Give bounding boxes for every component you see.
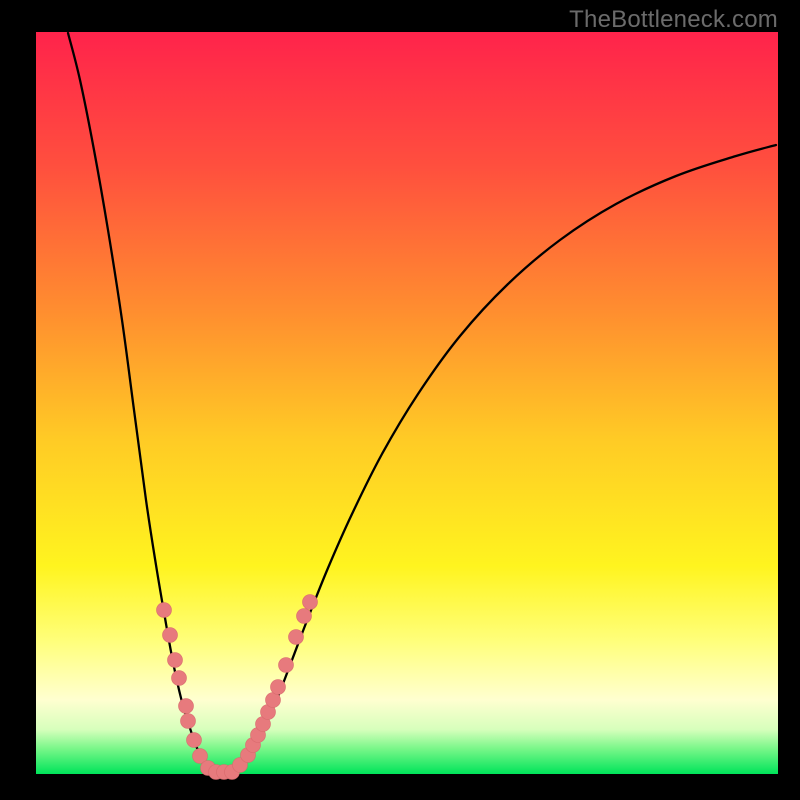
bottleneck-chart-svg — [0, 0, 800, 800]
data-marker — [157, 603, 172, 618]
plot-background — [36, 32, 778, 774]
data-marker — [303, 595, 318, 610]
data-marker — [172, 671, 187, 686]
data-marker — [187, 733, 202, 748]
data-marker — [179, 699, 194, 714]
chart-canvas: TheBottleneck.com — [0, 0, 800, 800]
data-marker — [289, 630, 304, 645]
data-marker — [163, 628, 178, 643]
data-marker — [181, 714, 196, 729]
data-marker — [297, 609, 312, 624]
data-marker — [279, 658, 294, 673]
data-marker — [271, 680, 286, 695]
data-marker — [168, 653, 183, 668]
